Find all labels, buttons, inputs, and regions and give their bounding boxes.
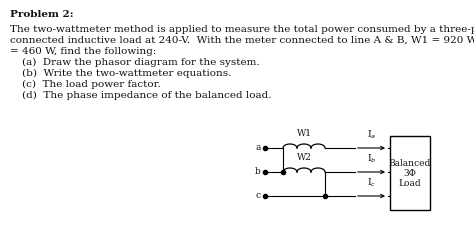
Text: I$_a$: I$_a$	[367, 129, 376, 141]
Text: 3Φ: 3Φ	[403, 170, 417, 178]
Text: (a)  Draw the phasor diagram for the system.: (a) Draw the phasor diagram for the syst…	[22, 58, 260, 67]
Text: connected inductive load at 240-V.  With the meter connected to line A & B, W1 =: connected inductive load at 240-V. With …	[10, 36, 474, 45]
Text: W1: W1	[297, 129, 311, 138]
Text: a: a	[255, 142, 261, 151]
Text: b: b	[255, 167, 261, 175]
Text: I$_b$: I$_b$	[367, 152, 376, 165]
Text: I$_c$: I$_c$	[367, 176, 376, 189]
Bar	[390, 136, 430, 210]
Text: The two-wattmeter method is applied to measure the total power consumed by a thr: The two-wattmeter method is applied to m…	[10, 25, 474, 34]
Text: Problem 2:: Problem 2:	[10, 10, 73, 19]
Text: W2: W2	[297, 153, 311, 162]
Text: = 460 W, find the following:: = 460 W, find the following:	[10, 47, 156, 56]
Text: c: c	[256, 191, 261, 200]
Text: (c)  The load power factor.: (c) The load power factor.	[22, 80, 161, 89]
Text: Load: Load	[399, 179, 421, 188]
Text: Balanced: Balanced	[389, 160, 431, 169]
Text: (b)  Write the two-wattmeter equations.: (b) Write the two-wattmeter equations.	[22, 69, 231, 78]
Text: (d)  The phase impedance of the balanced load.: (d) The phase impedance of the balanced …	[22, 91, 272, 100]
